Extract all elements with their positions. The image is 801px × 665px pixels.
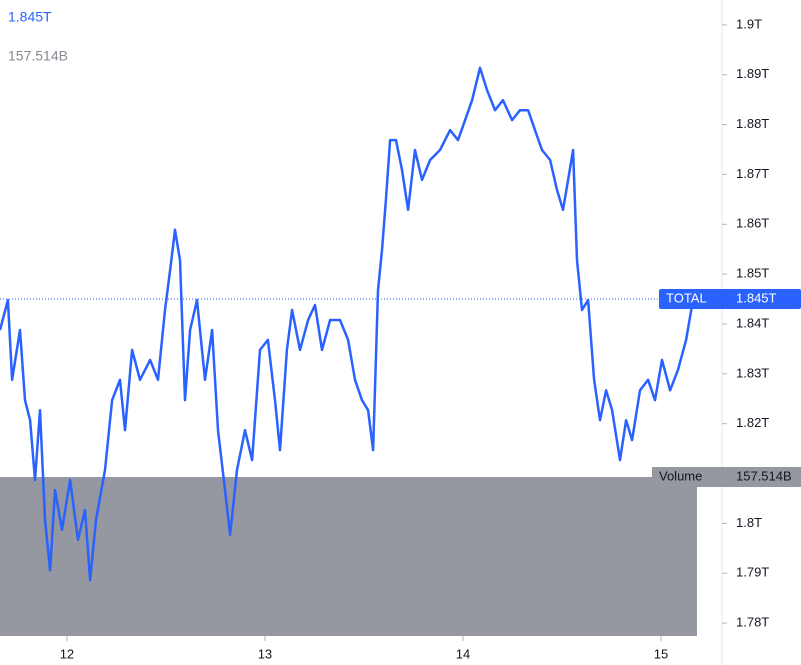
last-price-label: 1.845T	[736, 290, 777, 305]
y-tick-label: 1.85T	[736, 266, 769, 281]
y-tick-label: 1.8T	[736, 515, 762, 530]
y-tick-label: 1.84T	[736, 315, 769, 330]
y-tick-label: 1.79T	[736, 565, 769, 580]
y-tick-label: 1.9T	[736, 16, 762, 31]
price-line	[0, 66, 695, 582]
x-tick-label: 14	[456, 646, 470, 661]
header-volume: 157.514B	[8, 48, 68, 64]
last-price-box	[659, 289, 801, 310]
y-tick-label: 1.89T	[736, 66, 769, 81]
y-tick-label: 1.83T	[736, 365, 769, 380]
y-tick-label: 1.88T	[736, 116, 769, 131]
series-name: TOTAL	[666, 290, 707, 305]
volume-name: Volume	[659, 468, 702, 483]
y-tick-label: 1.86T	[736, 216, 769, 231]
x-tick-label: 12	[60, 646, 74, 661]
volume-label: 157.514B	[736, 468, 792, 483]
y-tick-label: 1.87T	[736, 166, 769, 181]
y-tick-label: 1.82T	[736, 415, 769, 430]
y-tick-label: 1.78T	[736, 614, 769, 629]
x-tick-label: 13	[258, 646, 272, 661]
header-price: 1.845T	[8, 9, 52, 25]
volume-pane	[0, 477, 697, 636]
x-tick-label: 15	[654, 646, 668, 661]
volume-label-box	[652, 467, 801, 487]
